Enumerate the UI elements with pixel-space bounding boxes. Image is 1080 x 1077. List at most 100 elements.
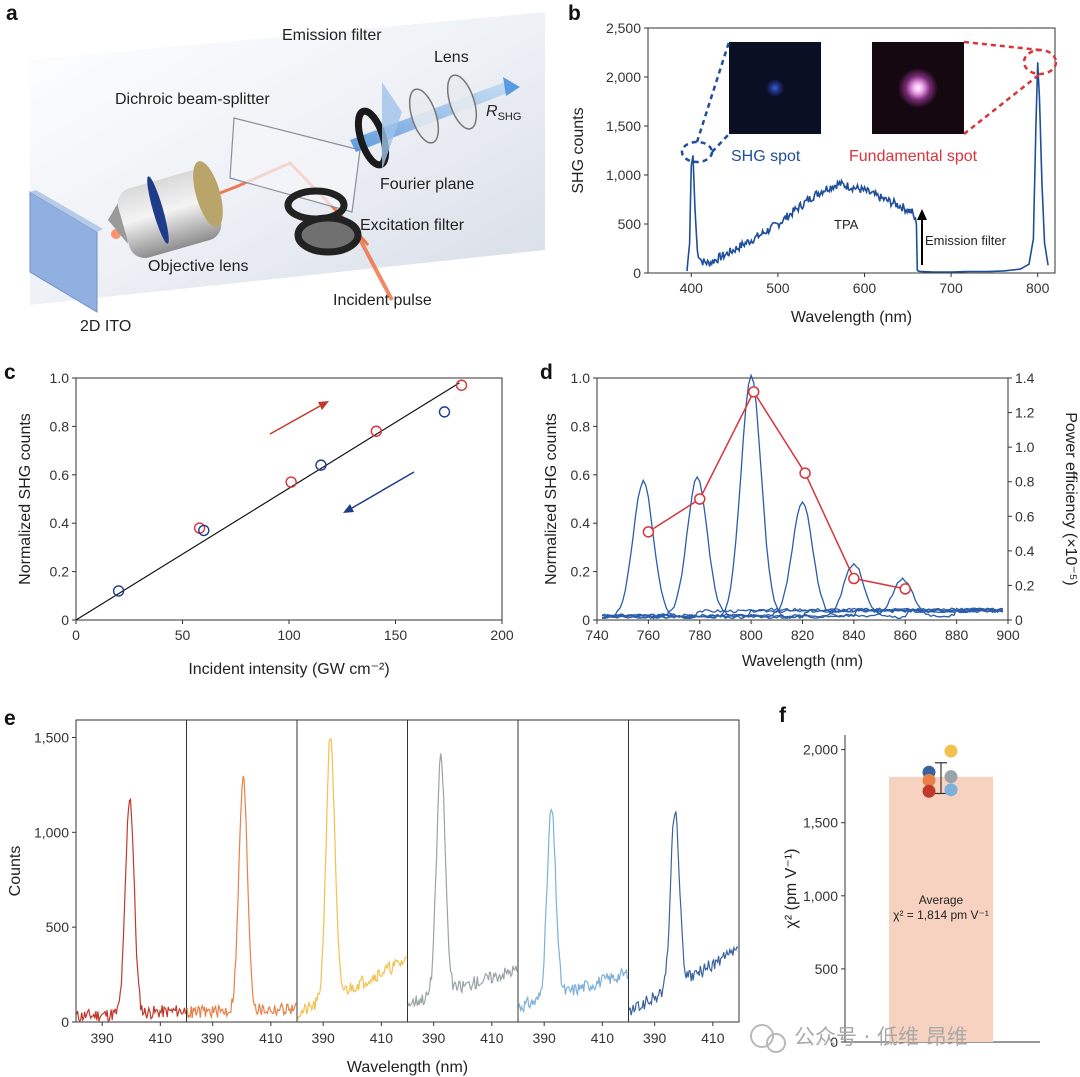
y-tick-label: 2,000 <box>606 69 641 85</box>
increasing-data-point <box>455 379 468 391</box>
x-tick-label: 880 <box>945 627 969 643</box>
panel-label-c: c <box>4 361 16 384</box>
panel-f-axes: 0 500 1,000 1,500 2,000 χ² (pm V⁻¹) <box>783 735 1040 1050</box>
y-tick-label: 0 <box>61 612 69 628</box>
y-axis-title: Normalized SHG counts <box>543 413 560 585</box>
sample-point <box>944 783 958 797</box>
spectrum-line-4 <box>407 753 518 1008</box>
x-tick-label: 500 <box>766 280 790 296</box>
y-tick-label: 1,500 <box>34 729 69 745</box>
x-tick-label: 150 <box>384 627 408 643</box>
subplot-frame <box>628 719 740 1023</box>
label-fundamental-spot: Fundamental spot <box>849 148 978 165</box>
y-tick-label: 0 <box>830 1034 838 1050</box>
x-tick-label: 800 <box>1026 280 1050 296</box>
panel-label-f: f <box>779 704 787 727</box>
tube-lens-1 <box>408 88 440 144</box>
linear-fit-line <box>75 382 460 621</box>
panel-e-spectra: e 0 500 1,000 1,500 Counts Wavelength (nm) 390… <box>4 707 740 1076</box>
panel-d-spectra: d 740 760 780 800 820 840 860 880 90000.20.40.60… <box>540 361 1079 670</box>
y-tick-label: 1.0 <box>50 370 70 386</box>
x-tick-label: 840 <box>842 627 866 643</box>
x-tick-label: 100 <box>277 627 301 643</box>
label-fourier-plane: Fourier plane <box>380 176 474 193</box>
average-label: Average <box>919 893 964 907</box>
shg-peak-marker <box>680 140 714 164</box>
spectrum-line-5 <box>518 807 629 1014</box>
fourier-plane <box>382 82 402 170</box>
y-tick-label: 0.6 <box>50 467 70 483</box>
label-dichroic: Dichroic beam-splitter <box>115 91 270 108</box>
dichroic-beam-splitter <box>229 117 361 213</box>
label-emission-filter-b: Emission filter <box>925 233 1007 248</box>
x-tick-label: 820 <box>791 627 815 643</box>
x-tick-label: 600 <box>853 280 877 296</box>
panel-label-a: a <box>6 2 18 25</box>
right-y-tick-label: 1.2 <box>1015 405 1035 421</box>
efficiency-point <box>799 467 811 479</box>
y-tick-label: 2,500 <box>606 20 641 36</box>
y-tick-label: 0 <box>61 1014 69 1030</box>
efficiency-point <box>899 583 911 595</box>
increasing-arrow <box>269 405 321 435</box>
x-tick-label: 700 <box>939 280 963 296</box>
x-tick-label: 740 <box>585 627 609 643</box>
label-2d-ito: 2D ITO <box>80 318 131 335</box>
right-y-tick-label: 0.6 <box>1015 508 1035 524</box>
right-y-tick-label: 0.4 <box>1015 543 1035 559</box>
efficiency-point <box>747 386 760 398</box>
y-tick-label: 0 <box>582 612 590 628</box>
panel-label-d: d <box>540 361 553 384</box>
right-y-tick-label: 0.8 <box>1015 474 1035 490</box>
increasing-arrowhead <box>318 401 329 410</box>
x-tick-label: 390 <box>90 1030 114 1046</box>
y-axis-title: Normalized SHG counts <box>17 413 34 585</box>
shg-peak-line <box>601 577 1004 618</box>
y-tick-label: 1,000 <box>606 167 641 183</box>
panel-d-axes: 740 760 780 800 820 840 860 880 90000.20.40.60.8… <box>543 370 1079 670</box>
y-tick-label: 500 <box>46 919 70 935</box>
decreasing-arrow <box>351 471 415 509</box>
fundamental-peak-marker <box>1022 48 1058 76</box>
x-tick-label: 390 <box>643 1030 667 1046</box>
x-tick-label: 800 <box>739 627 763 643</box>
right-y-tick-label: 1.4 <box>1015 370 1035 386</box>
y-tick-label: 0.4 <box>571 515 591 531</box>
right-y-tick-label: 1.0 <box>1015 439 1035 455</box>
efficiency-point <box>848 572 860 585</box>
y-tick-label: 2,000 <box>803 742 838 758</box>
fund-inset-connector-top <box>963 40 1041 52</box>
fundamental-spot-glow <box>898 68 938 108</box>
panel-label-e: e <box>4 707 16 730</box>
x-axis-title: Incident intensity (GW cm⁻²) <box>188 661 389 678</box>
label-incident-pulse: Incident pulse <box>333 292 432 309</box>
tube-lens-2 <box>446 74 478 130</box>
average-value-label: χ² = 1,814 pm V⁻¹ <box>893 908 989 922</box>
panel-f-bar: f 0 500 1,000 1,500 2,000 χ² (pm V⁻¹) Average… <box>779 704 1040 1050</box>
label-shg-spot: SHG spot <box>731 148 801 165</box>
incident-beam <box>353 229 394 301</box>
watermark-text: 公众号 · 低维 昂维 <box>794 1025 968 1049</box>
label-lens: Lens <box>434 49 469 66</box>
x-axis-title: Wavelength (nm) <box>791 309 912 326</box>
label-r-sub: SHG <box>498 111 522 123</box>
y-tick-label: 0.2 <box>571 564 591 580</box>
ito-slab-edge <box>30 190 103 232</box>
panel-b-series <box>686 62 1049 273</box>
panel-c-scatter: c 0 50 100 150 200 0 0.2 0.4 0.6 0.8 1.0 Incident i… <box>4 361 514 678</box>
sample-point <box>944 744 958 758</box>
x-tick-label: 410 <box>591 1030 615 1046</box>
y-tick-label: 0 <box>633 265 641 281</box>
x-tick-label: 200 <box>490 627 514 643</box>
right-y-tick-label: 0 <box>1015 612 1023 628</box>
decreasing-data-point <box>315 459 327 471</box>
y-tick-label: 0.4 <box>50 515 70 531</box>
panel-a-schematic: a Emission filter <box>6 2 545 335</box>
right-y-axis-title: Power efficiency (×10⁻⁵) <box>1062 412 1079 586</box>
panel-d-series <box>601 373 1004 620</box>
wechat-icon <box>750 1024 774 1048</box>
y-tick-label: 1,000 <box>34 824 69 840</box>
sample-point <box>922 773 936 787</box>
x-tick-label: 400 <box>680 280 704 296</box>
